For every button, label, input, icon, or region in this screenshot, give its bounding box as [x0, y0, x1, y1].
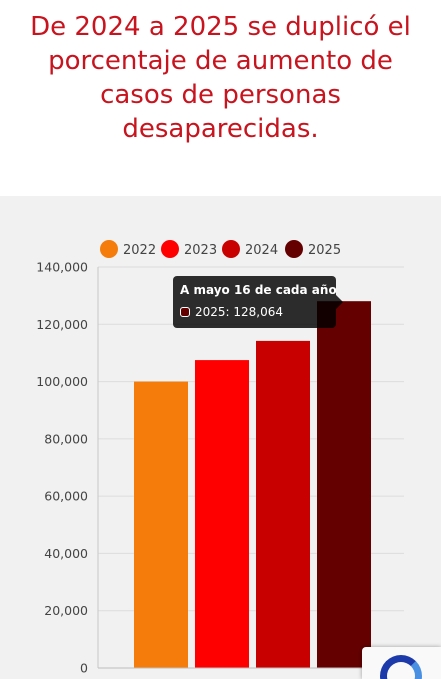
legend-label-2025: 2025	[308, 243, 341, 258]
tooltip-swatch	[180, 307, 190, 317]
legend-swatch-2024	[222, 240, 240, 258]
legend-swatch-2022	[100, 240, 118, 258]
y-tick-label: 140,000	[36, 260, 88, 275]
y-tick-label: 60,000	[44, 489, 88, 504]
legend-label-2022: 2022	[123, 243, 156, 258]
y-tick-label: 40,000	[44, 546, 88, 561]
tooltip-label: 2025: 128,064	[195, 305, 284, 319]
tooltip-row: 2025: 128,064	[180, 304, 329, 320]
legend-label-2024: 2024	[245, 243, 278, 258]
tooltip-title: A mayo 16 de cada año	[180, 283, 337, 297]
bar-chart: 0 20,000 40,000 60,000 80,000 100,000 120,000 1…	[36, 240, 404, 676]
chart-panel: 0 20,000 40,000 60,000 80,000 100,000 120,000 1…	[0, 196, 441, 679]
recaptcha-icon	[380, 655, 422, 679]
chart-tooltip: A mayo 16 de cada año 2025: 128,064	[173, 276, 343, 328]
bar-2022	[134, 381, 188, 668]
headline-section: De 2024 a 2025 se duplicó el porcentaje …	[0, 0, 441, 196]
tooltip-arrow	[336, 295, 343, 309]
headline-title: De 2024 a 2025 se duplicó el porcentaje …	[30, 12, 411, 144]
y-tick-label: 0	[80, 661, 88, 676]
y-tick-label: 80,000	[44, 431, 88, 446]
bar-2023	[195, 360, 249, 668]
y-tick-label: 20,000	[44, 603, 88, 618]
legend-label-2023: 2023	[184, 243, 217, 258]
recaptcha-badge[interactable]	[362, 647, 441, 679]
bar-2025	[317, 301, 371, 668]
legend-swatch-2025	[285, 240, 303, 258]
bar-2024	[256, 340, 310, 668]
legend-swatch-2023	[161, 240, 179, 258]
y-tick-label: 120,000	[36, 317, 88, 332]
y-tick-label: 100,000	[36, 374, 88, 389]
